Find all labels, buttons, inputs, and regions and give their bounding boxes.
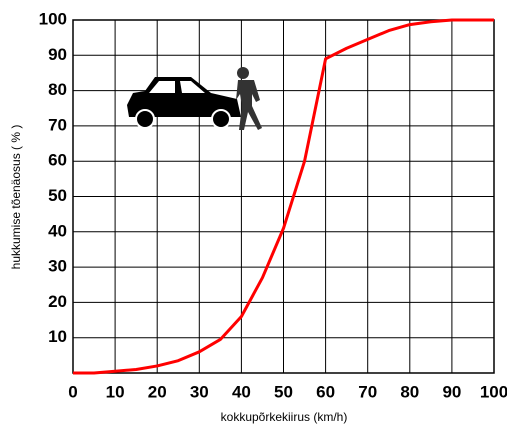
y-tick-label: 80 — [48, 80, 67, 99]
y-tick-label: 40 — [48, 221, 67, 240]
x-tick-label: 10 — [106, 382, 125, 401]
x-tick-label: 0 — [68, 382, 77, 401]
x-tick-label: 20 — [148, 382, 167, 401]
x-tick-label: 60 — [316, 382, 335, 401]
page: {"chart_data": {"type": "line", "x_label… — [0, 0, 507, 427]
person-icon — [236, 67, 262, 130]
x-tick-label: 90 — [442, 382, 461, 401]
y-tick-label: 30 — [48, 257, 67, 276]
y-tick-label: 50 — [48, 186, 67, 205]
chart: kokkupõrkekiirus (km/h) hukkumise tõenäo… — [0, 0, 507, 427]
x-tick-label: 40 — [232, 382, 251, 401]
y-tick-label: 100 — [39, 9, 67, 28]
x-tick-label: 100 — [480, 382, 507, 401]
y-tick-label: 20 — [48, 292, 67, 311]
car-icon — [127, 77, 241, 128]
y-tick-label: 90 — [48, 45, 67, 64]
y-tick-label: 10 — [48, 327, 67, 346]
x-axis-title: kokkupõrkekiirus (km/h) — [221, 410, 348, 424]
y-axis-title: hukkumise tõenäosus ( % ) — [9, 125, 23, 270]
x-tick-label: 50 — [274, 382, 293, 401]
x-tick-label: 80 — [400, 382, 419, 401]
y-tick-label: 60 — [48, 151, 67, 170]
x-tick-label: 30 — [190, 382, 209, 401]
y-tick-label: 70 — [48, 115, 67, 134]
x-tick-label: 70 — [358, 382, 377, 401]
